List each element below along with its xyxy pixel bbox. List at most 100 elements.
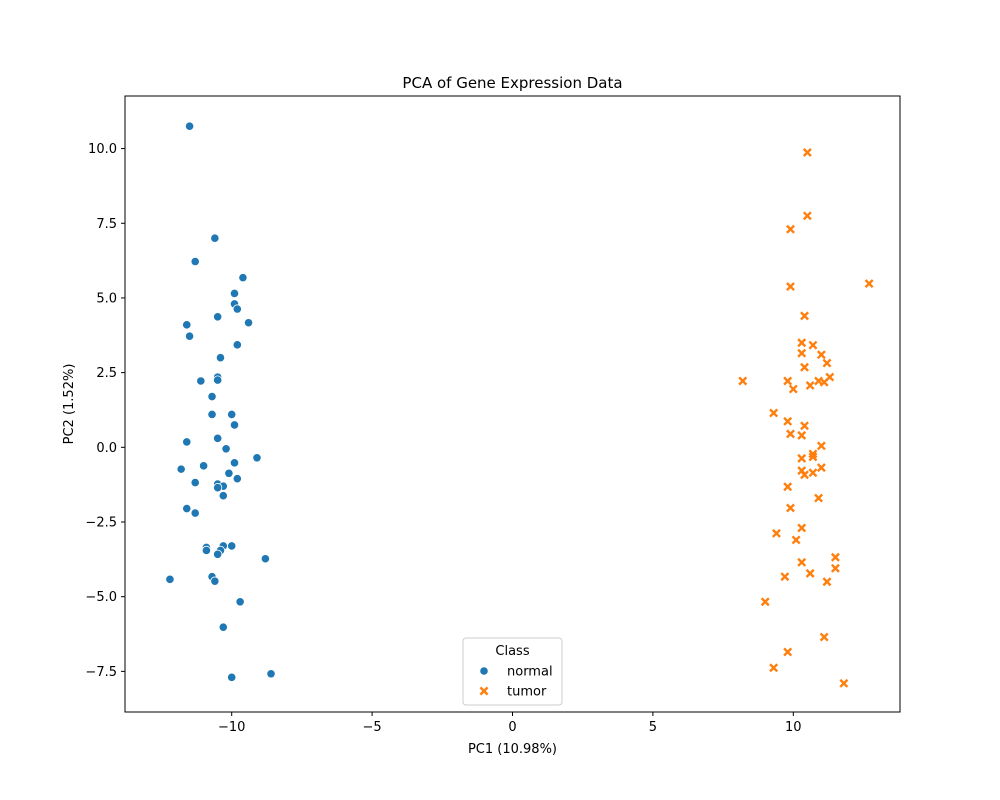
normal-point (210, 576, 220, 586)
normal-point (182, 503, 192, 514)
tumor-point (772, 528, 781, 538)
normal-point (184, 121, 195, 131)
normal-point (238, 273, 248, 283)
y-tick-label: −5.0 (85, 590, 117, 605)
y-tick-label: 5.0 (96, 291, 117, 306)
y-tick-label: 0.0 (96, 441, 117, 456)
y-tick-label: 7.5 (96, 217, 117, 232)
tumor-point (797, 557, 807, 567)
normal-point (232, 304, 242, 314)
tumor-point (816, 463, 826, 473)
tumor-point (808, 468, 818, 478)
normal-point (218, 491, 228, 501)
normal-point (190, 477, 200, 488)
legend: Class normal tumor (462, 637, 563, 706)
y-tick-label: −2.5 (85, 516, 117, 531)
normal-point (207, 409, 217, 420)
tumor-point (802, 211, 812, 221)
plot-background (125, 96, 900, 712)
normal-point (252, 453, 262, 463)
tumor-point (786, 224, 795, 234)
tumor-point (769, 408, 779, 418)
tumor-point (791, 535, 801, 545)
normal-point (224, 468, 234, 478)
y-tick-label: −7.5 (85, 665, 117, 680)
legend-marker-tumor (479, 686, 489, 696)
tumor-point (788, 384, 798, 394)
normal-point (182, 320, 192, 330)
normal-point (215, 353, 226, 363)
points-layer (165, 121, 874, 688)
tumor-point (808, 449, 818, 459)
tumor-point (783, 647, 793, 657)
y-axis: −7.5 −5.0 −2.5 0.0 2.5 5.0 7.5 10.0 (85, 142, 125, 680)
tumor-point (800, 421, 809, 431)
normal-point (196, 376, 206, 386)
normal-point (227, 409, 237, 420)
legend-label-tumor: tumor (507, 685, 547, 700)
tumor-point (822, 358, 832, 368)
normal-point (184, 331, 195, 341)
normal-point (210, 233, 220, 243)
normal-point (213, 549, 223, 559)
x-tick-label: −5 (363, 720, 382, 735)
tumor-point (797, 338, 807, 348)
normal-point (165, 574, 175, 584)
tumor-point (797, 430, 807, 440)
tumor-point (786, 503, 795, 513)
normal-point (199, 461, 209, 471)
x-axis: −10 −5 0 5 10 (218, 712, 802, 735)
y-axis-label: PC2 (1.52%) (62, 364, 77, 445)
tumor-point (816, 441, 826, 451)
tumor-point (760, 597, 770, 607)
legend-title: Class (495, 644, 529, 659)
normal-point (229, 288, 240, 299)
x-tick-label: 10 (785, 720, 802, 735)
tumor-point (830, 552, 840, 562)
normal-point (235, 597, 245, 607)
x-tick-label: 5 (649, 720, 657, 735)
tumor-point (808, 452, 818, 462)
tumor-point (814, 493, 824, 503)
chart-title: PCA of Gene Expression Data (402, 74, 622, 92)
normal-point (182, 437, 192, 447)
normal-point (190, 508, 200, 518)
normal-point (190, 256, 200, 267)
normal-point (218, 622, 228, 632)
x-tick-label: 0 (508, 720, 516, 735)
tumor-point (830, 563, 840, 573)
normal-point (201, 545, 212, 555)
tumor-point (839, 678, 849, 688)
normal-point (227, 672, 237, 682)
tumor-point (738, 376, 748, 386)
legend-marker-normal (479, 666, 489, 676)
tumor-point (783, 482, 793, 492)
tumor-point (864, 279, 874, 289)
normal-point (232, 474, 242, 484)
normal-point (266, 669, 276, 679)
normal-point (213, 483, 223, 493)
x-tick-label: −10 (218, 720, 245, 735)
tumor-point (797, 453, 807, 463)
tumor-point (797, 348, 807, 358)
tumor-point (802, 148, 812, 157)
normal-point (227, 541, 237, 551)
tumor-point (780, 572, 790, 582)
normal-point (229, 420, 240, 430)
tumor-point (822, 577, 832, 587)
tumor-point (786, 429, 795, 439)
tumor-point (797, 523, 807, 533)
tumor-point (819, 377, 829, 387)
plot-area (125, 96, 900, 712)
normal-point (213, 433, 223, 443)
normal-point (213, 312, 223, 322)
tumor-point (800, 311, 809, 321)
normal-point (229, 458, 240, 468)
tumor-point (769, 663, 779, 673)
x-axis-label: PC1 (10.98%) (468, 742, 557, 757)
tumor-point (786, 282, 795, 292)
tumor-point (783, 416, 793, 426)
tumor-point (805, 381, 815, 390)
tumor-point (819, 632, 829, 642)
